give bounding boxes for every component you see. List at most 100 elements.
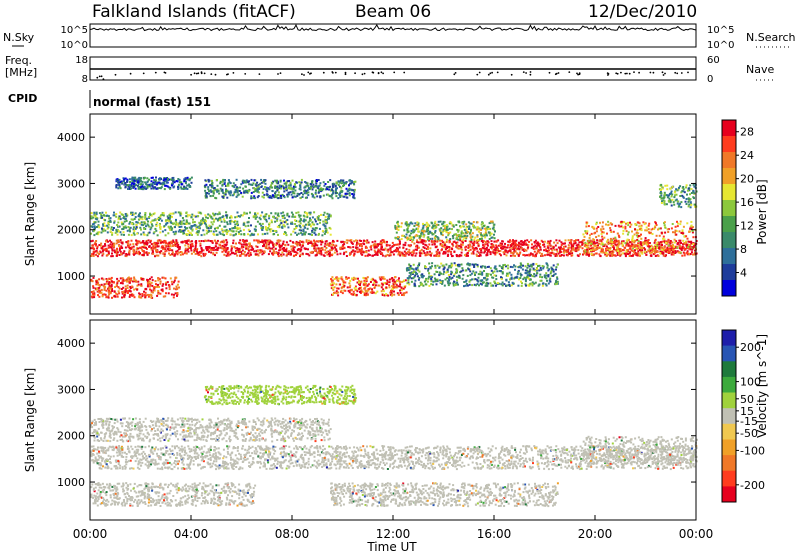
- scatter-cell: [222, 239, 225, 242]
- scatter-cell: [222, 192, 225, 194]
- scatter-cell: [147, 295, 150, 298]
- scatter-cell: [230, 247, 233, 250]
- scatter-cell: [163, 188, 166, 191]
- scatter-cell: [90, 255, 93, 257]
- scatter-cell: [268, 196, 271, 199]
- scatter-cell: [153, 212, 156, 215]
- scatter-cell: [469, 274, 472, 277]
- scatter-cell: [118, 185, 121, 188]
- scatter-cell: [346, 192, 349, 195]
- scatter-cell: [202, 249, 205, 252]
- scatter-cell: [266, 188, 269, 191]
- scatter-cell: [527, 274, 529, 277]
- scatter-cell: [316, 185, 319, 188]
- scatter-cell: [124, 246, 127, 249]
- scatter-cell: [526, 266, 529, 269]
- scatter-cell: [186, 176, 189, 179]
- scatter-cell: [328, 242, 331, 245]
- scatter-cell: [131, 285, 134, 288]
- scatter-cell: [173, 254, 176, 257]
- scatter-cell: [322, 194, 325, 197]
- scatter-cell: [306, 227, 309, 230]
- scatter-cell: [518, 243, 521, 246]
- scatter-cell: [408, 283, 411, 286]
- scatter-cell: [119, 218, 122, 221]
- scatter-cell: [124, 291, 127, 294]
- scatter-cell: [303, 218, 306, 221]
- scatter-cell: [371, 291, 374, 294]
- scatter-cell: [343, 243, 346, 246]
- scatter-cell: [552, 247, 555, 250]
- nave-dot: [615, 72, 618, 75]
- scatter-cell: [145, 187, 148, 190]
- scatter-cell: [107, 283, 110, 285]
- scatter-cell: [245, 245, 248, 248]
- scatter-cell: [162, 212, 165, 215]
- scatter-cell: [264, 239, 267, 242]
- scatter-cell: [103, 222, 106, 225]
- scatter-cell: [548, 241, 551, 244]
- scatter-cell: [484, 247, 487, 250]
- scatter-cell: [150, 187, 153, 190]
- scatter-cell: [349, 246, 352, 249]
- scatter-cell: [424, 267, 427, 270]
- scatter-cell: [264, 246, 267, 249]
- scatter-cell: [147, 252, 150, 255]
- scatter-cell: [237, 248, 240, 251]
- scatter-cell: [374, 246, 377, 249]
- scatter-cell: [256, 239, 259, 242]
- scatter-cell: [122, 231, 125, 234]
- scatter-cell: [511, 281, 514, 284]
- scatter-cell: [107, 240, 109, 243]
- scatter-cell: [221, 180, 224, 183]
- scatter-cell: [149, 239, 152, 242]
- scatter-cell: [419, 283, 422, 286]
- scatter-cell: [257, 188, 260, 190]
- scatter-cell: [411, 273, 414, 275]
- scatter-cell: [399, 289, 401, 292]
- scatter-cell: [365, 277, 367, 280]
- scatter-cell: [478, 255, 481, 257]
- scatter-cell: [183, 232, 185, 235]
- scatter-cell: [266, 239, 269, 242]
- scatter-cell: [291, 215, 294, 218]
- scatter-cell: [317, 185, 320, 188]
- scatter-cell: [141, 254, 144, 257]
- scatter-cell: [121, 213, 124, 216]
- scatter-cell: [120, 253, 122, 256]
- scatter-cell: [337, 197, 340, 200]
- scatter-cell: [224, 225, 227, 228]
- scatter-cell: [234, 247, 237, 250]
- scatter-cell: [206, 248, 209, 250]
- scatter-cell: [96, 255, 99, 258]
- scatter-cell: [489, 253, 492, 256]
- scatter-cell: [146, 242, 149, 244]
- scatter-cell: [525, 243, 528, 246]
- scatter-cell: [564, 242, 566, 245]
- scatter-cell: [602, 251, 605, 254]
- scatter-cell: [297, 220, 300, 223]
- scatter-cell: [556, 250, 559, 253]
- scatter-cell: [364, 294, 367, 297]
- scatter-cell: [283, 225, 286, 228]
- scatter-cell: [555, 266, 558, 269]
- scatter-cell: [499, 242, 502, 245]
- scatter-cell: [99, 291, 102, 294]
- scatter-cell: [243, 179, 246, 182]
- scatter-cell: [246, 180, 248, 183]
- scatter-cell: [250, 195, 253, 198]
- scatter-cell: [97, 283, 99, 286]
- scatter-cell: [340, 194, 343, 197]
- scatter-cell: [519, 262, 522, 265]
- scatter-cell: [278, 224, 280, 227]
- scatter-cell: [553, 248, 556, 251]
- scatter-cell: [163, 240, 166, 243]
- scatter-cell: [374, 284, 377, 287]
- scatter-cell: [413, 275, 416, 278]
- scatter-cell: [127, 280, 130, 283]
- scatter-cell: [363, 279, 366, 282]
- scatter-cell: [299, 197, 302, 200]
- scatter-cell: [326, 212, 329, 215]
- scatter-cell: [423, 280, 426, 283]
- scatter-cell: [501, 284, 504, 287]
